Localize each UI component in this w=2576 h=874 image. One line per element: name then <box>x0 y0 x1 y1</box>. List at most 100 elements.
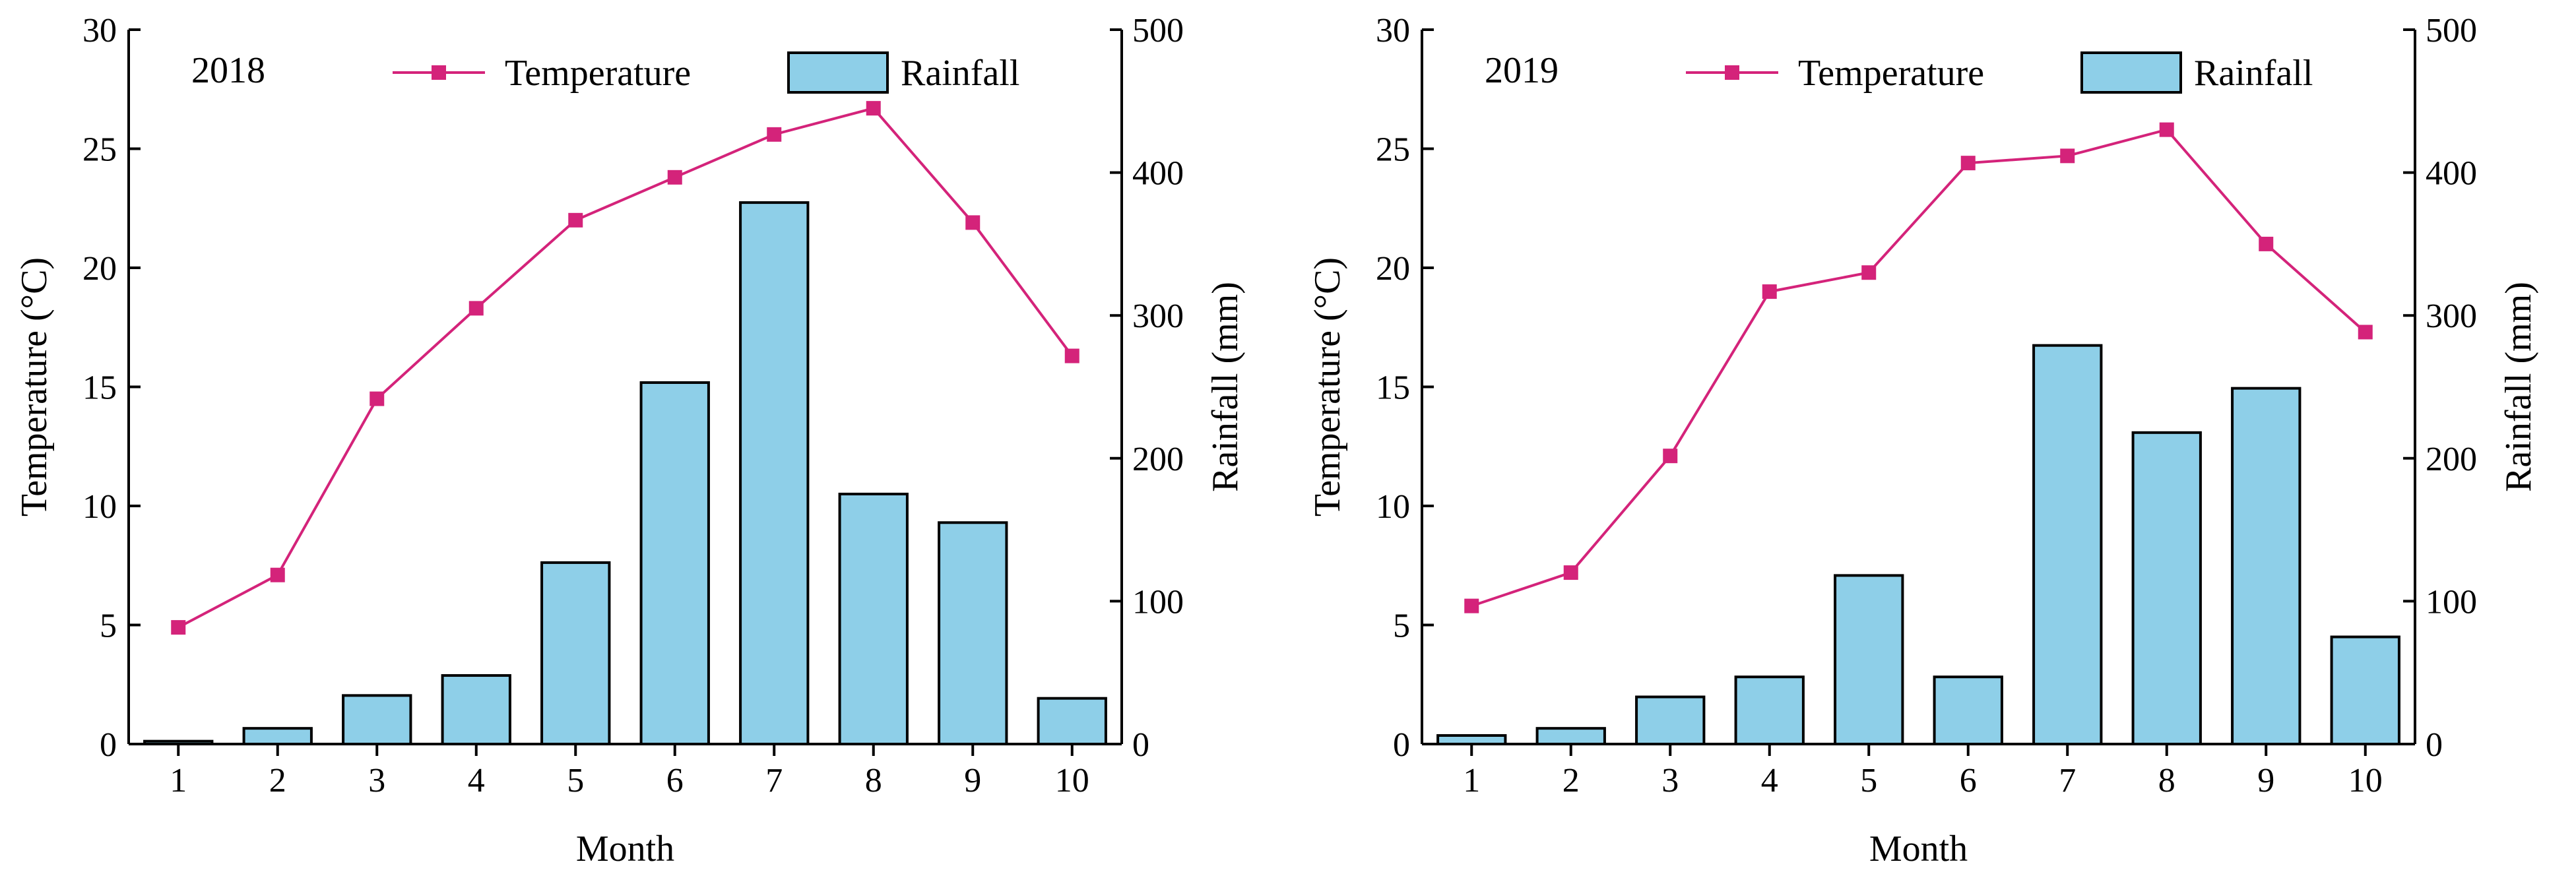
x-axis-title: Month <box>576 828 674 869</box>
x-tick-label: 2 <box>1562 762 1580 799</box>
temperature-point <box>468 301 484 316</box>
left-y-tick-label: 30 <box>82 12 117 49</box>
chart-year-label: 2019 <box>1485 50 1559 91</box>
left-y-tick-label: 15 <box>82 369 117 407</box>
legend-rainfall-label: Rainfall <box>901 53 1019 94</box>
temperature-point <box>1960 156 1976 171</box>
rainfall-bar <box>441 674 511 745</box>
x-tick-label: 4 <box>468 762 485 799</box>
temperature-line <box>1471 128 2367 608</box>
temperature-point <box>767 127 782 142</box>
right-y-axis-title: Rainfall (mm) <box>1205 282 1246 492</box>
right-y-tick-label: 100 <box>1132 583 1184 621</box>
legend-rainfall-swatch <box>2080 51 2182 94</box>
x-tick-label: 1 <box>1463 762 1480 799</box>
rainfall-bar <box>242 727 313 745</box>
rainfall-bar <box>1834 574 1904 745</box>
temperature-point <box>866 101 881 116</box>
left-y-tick-label: 5 <box>100 608 117 645</box>
left-y-tick-label: 0 <box>100 726 117 764</box>
x-axis-title: Month <box>1869 828 1968 869</box>
left-y-tick-label: 5 <box>1393 608 1410 645</box>
right-y-tick-label: 500 <box>1132 12 1184 49</box>
right-y-tick-label: 300 <box>2426 297 2477 335</box>
x-tick-label: 8 <box>2158 762 2175 799</box>
temperature-point <box>2358 325 2373 340</box>
legend-rainfall-swatch <box>787 51 889 94</box>
right-y-axis-title: Rainfall (mm) <box>2498 282 2539 492</box>
temperature-point <box>965 215 981 230</box>
temperature-point <box>1663 449 1678 464</box>
temperature-point <box>1861 265 1877 280</box>
x-tick-label: 6 <box>666 762 684 799</box>
rainfall-bar <box>2131 431 2202 745</box>
legend-temperature-label: Temperature <box>1798 53 1984 94</box>
x-tick-label: 7 <box>2059 762 2076 799</box>
right-y-tick-label: 300 <box>1132 297 1184 335</box>
right-y-tick-label: 500 <box>2426 12 2477 49</box>
x-tick-label: 3 <box>1661 762 1679 799</box>
rainfall-bar <box>739 201 810 745</box>
legend-temperature-marker <box>1725 65 1739 80</box>
left-y-tick-label: 15 <box>1376 369 1410 407</box>
rainfall-bar <box>2330 635 2400 745</box>
rainfall-bar <box>342 694 412 745</box>
rainfall-bar <box>2032 344 2103 745</box>
temperature-point <box>568 212 583 228</box>
x-tick-label: 10 <box>1055 762 1089 799</box>
x-tick-label: 4 <box>1761 762 1778 799</box>
left-y-axis-title: Temperature (°C) <box>14 257 55 516</box>
left-y-tick-label: 20 <box>82 250 117 288</box>
temperature-point <box>1563 565 1578 580</box>
right-y-tick-label: 0 <box>1132 726 1149 764</box>
x-tick-label: 9 <box>2257 762 2274 799</box>
right-y-tick-label: 200 <box>1132 441 1184 478</box>
left-y-axis-title: Temperature (°C) <box>1307 257 1348 516</box>
x-tick-label: 5 <box>1860 762 1877 799</box>
legend-temperature-marker <box>432 65 446 80</box>
x-tick-label: 9 <box>964 762 981 799</box>
rainfall-bar <box>1933 675 2003 745</box>
left-y-tick-label: 10 <box>82 488 117 526</box>
right-y-tick-label: 400 <box>2426 155 2477 193</box>
temperature-point <box>270 567 285 582</box>
temperature-point <box>1464 598 1479 613</box>
rainfall-bar <box>1734 675 1805 745</box>
left-y-tick-label: 10 <box>1376 488 1410 526</box>
right-y-tick-label: 100 <box>2426 583 2477 621</box>
temperature-point <box>171 620 186 635</box>
rainfall-bar <box>2231 387 2302 745</box>
x-tick-label: 5 <box>567 762 584 799</box>
rainfall-bar <box>1535 727 1606 745</box>
x-tick-label: 10 <box>2348 762 2383 799</box>
chart-year-label: 2018 <box>191 50 265 91</box>
left-y-tick-label: 25 <box>1376 131 1410 169</box>
right-y-tick-label: 200 <box>2426 441 2477 478</box>
rainfall-bar <box>1037 697 1107 745</box>
rainfall-bar <box>639 381 710 745</box>
right-y-tick-label: 0 <box>2426 726 2443 764</box>
temperature-point <box>2159 122 2174 137</box>
rainfall-bar <box>1635 695 1706 745</box>
x-tick-label: 8 <box>865 762 882 799</box>
x-tick-label: 3 <box>368 762 385 799</box>
temperature-line <box>177 106 1074 629</box>
rainfall-bar <box>540 561 611 746</box>
temperature-point <box>667 170 682 185</box>
temperature-point <box>2060 148 2075 164</box>
left-y-tick-label: 30 <box>1376 12 1410 49</box>
x-tick-label: 1 <box>170 762 187 799</box>
x-tick-label: 6 <box>1960 762 1977 799</box>
temperature-point <box>2259 236 2274 251</box>
x-tick-label: 7 <box>765 762 783 799</box>
rainfall-bar <box>938 521 1008 746</box>
left-y-tick-label: 25 <box>82 131 117 169</box>
rainfall-bar <box>838 492 909 745</box>
temperature-point <box>1762 284 1777 299</box>
left-y-tick-label: 0 <box>1393 726 1410 764</box>
x-tick-label: 2 <box>269 762 286 799</box>
legend-rainfall-label: Rainfall <box>2194 53 2313 94</box>
